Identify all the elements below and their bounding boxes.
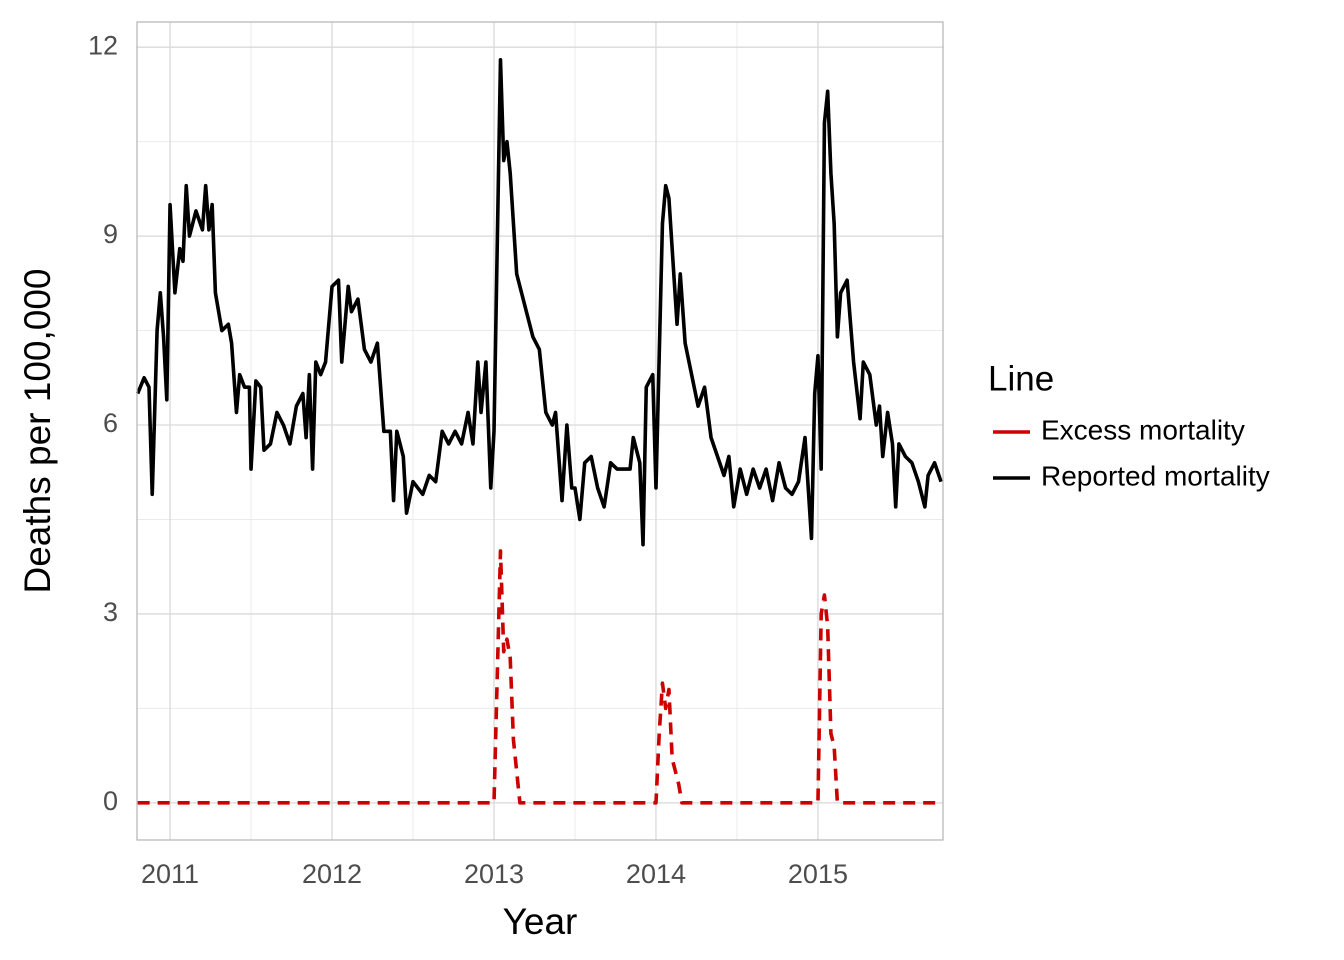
x-tick-label: 2012 <box>302 859 362 889</box>
y-tick-label: 3 <box>103 597 118 627</box>
data-line <box>135 57 943 547</box>
plot-border <box>136 21 944 841</box>
legend-label: Excess mortality <box>1041 414 1245 445</box>
y-tick-label: 12 <box>88 30 118 60</box>
x-axis-title: Year <box>503 901 578 942</box>
data-line <box>137 549 942 805</box>
x-tick-label: 2011 <box>141 859 199 889</box>
x-tick-label: 2014 <box>626 859 686 889</box>
x-tick-label: 2013 <box>464 859 524 889</box>
legend-label: Reported mortality <box>1041 460 1270 491</box>
legend-title: Line <box>988 359 1054 398</box>
x-tick-label: 2015 <box>788 859 848 889</box>
y-tick-label: 6 <box>103 408 118 438</box>
y-tick-label: 9 <box>103 219 118 249</box>
y-axis-title: Deaths per 100,000 <box>17 268 58 593</box>
y-tick-label: 0 <box>103 786 118 816</box>
